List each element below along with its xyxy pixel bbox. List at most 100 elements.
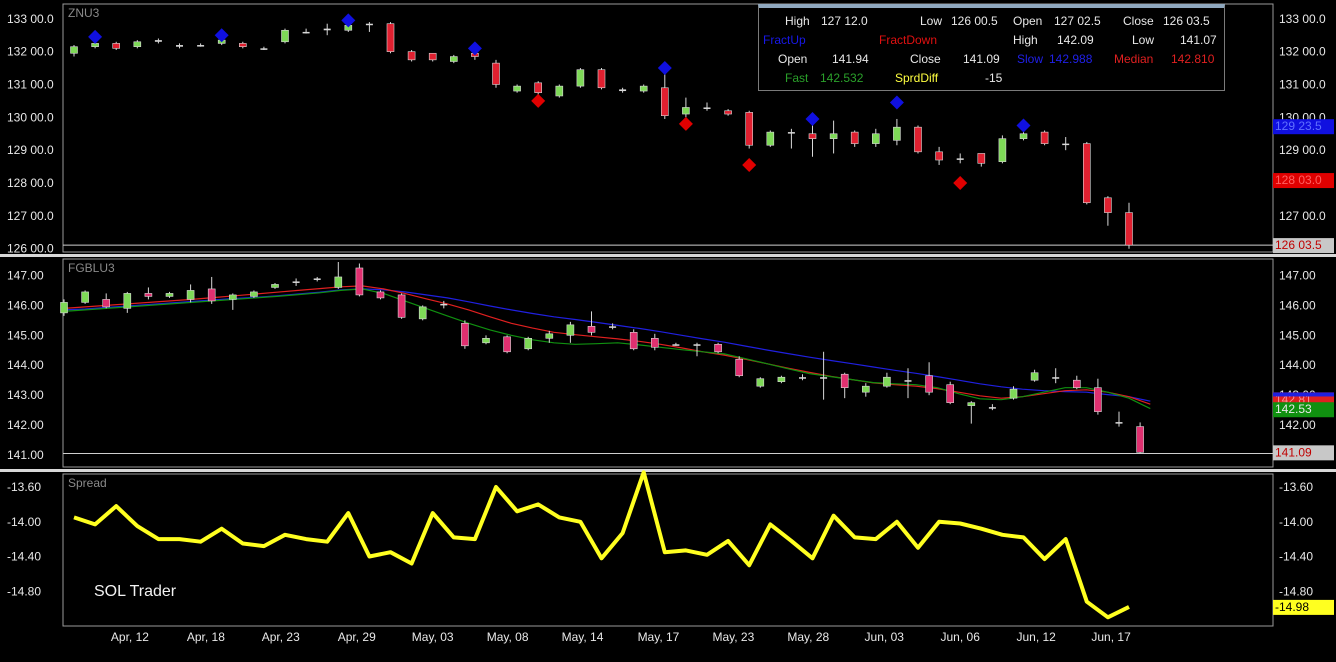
candle-body	[988, 407, 996, 409]
candle-body	[376, 291, 385, 299]
x-tick-label: May, 28	[787, 630, 829, 644]
y-tick-label: 133 00.0	[7, 12, 54, 26]
slow-label: Slow	[1017, 52, 1044, 66]
candle-body	[281, 29, 289, 43]
y-tick-label: -13.60	[7, 480, 41, 494]
candle-body	[302, 31, 310, 34]
candle-body	[428, 52, 437, 61]
close2-value: 141.09	[963, 52, 1000, 66]
candle-body	[714, 343, 722, 353]
candle-body	[1094, 387, 1102, 412]
y-tick-label: -14.00	[1279, 515, 1313, 529]
close-label: Close	[1123, 14, 1154, 28]
median-value: 142.810	[1171, 52, 1215, 66]
candle-body	[1083, 143, 1091, 204]
x-tick-label: Apr, 29	[338, 630, 376, 644]
price-badge	[1273, 599, 1334, 615]
candle-body	[566, 324, 575, 336]
candle-body	[449, 56, 458, 62]
panel-divider[interactable]	[0, 469, 1336, 472]
fractdown-legend: FractDown	[879, 33, 938, 47]
candle-body	[850, 131, 859, 144]
znu3-left-axis: 133 00.0 132 00.0 131 00.0 130 00.0 129 00.0…	[7, 12, 54, 256]
y-tick-label: -14.00	[7, 515, 41, 529]
fractup-marker	[467, 41, 482, 56]
candle-body	[154, 40, 162, 42]
y-tick-label: -14.80	[7, 584, 41, 598]
y-tick-label: -14.80	[1279, 584, 1313, 598]
y-tick-label: -13.60	[1279, 480, 1313, 494]
candle-body	[133, 41, 142, 48]
candle-body	[229, 294, 237, 300]
fractup-marker	[1016, 118, 1031, 133]
median-label: Median	[1114, 52, 1154, 66]
date-axis: Apr, 12 Apr, 18 Apr, 23 Apr, 29 May, 03 May, …	[111, 630, 1131, 644]
x-tick-label: Jun, 17	[1091, 630, 1131, 644]
open2-label: Open	[778, 52, 808, 66]
spread-left-axis: -13.60 -14.00 -14.40 -14.80	[7, 480, 41, 598]
open-value: 127 02.5	[1054, 14, 1101, 28]
x-tick-label: May, 17	[638, 630, 680, 644]
high2-value: 142.09	[1057, 33, 1094, 47]
candle-body	[365, 23, 373, 26]
fast-ma-line	[63, 288, 1151, 410]
candle-body	[81, 291, 89, 303]
candle-body	[861, 385, 870, 393]
x-tick-label: Apr, 18	[187, 630, 225, 644]
spread-line	[73, 470, 1130, 620]
fgblu3-left-axis: 147.00 146.00 145.00 144.00 143.00 142.00 141.…	[7, 268, 44, 462]
price-badge-label: 141.09	[1275, 445, 1312, 459]
slow-ma-line	[63, 288, 1151, 402]
fractdown-marker	[953, 176, 968, 191]
candle-body	[619, 89, 627, 92]
x-tick-label: May, 23	[712, 630, 754, 644]
candle-body	[207, 288, 216, 302]
slow-value: 142.988	[1049, 52, 1093, 66]
candle-body	[271, 284, 279, 288]
fgblu3-title: FGBLU3	[68, 261, 115, 275]
slow-badge	[1273, 392, 1334, 397]
candle-body	[1040, 131, 1049, 144]
fast-value: 142.532	[820, 71, 864, 85]
x-tick-label: Apr, 12	[111, 630, 149, 644]
high-label: High	[785, 14, 810, 28]
panel-divider[interactable]	[0, 254, 1336, 257]
candle-body	[1030, 372, 1039, 381]
candle-body	[703, 107, 711, 109]
candle-body	[355, 267, 364, 296]
fractdown-marker	[531, 93, 546, 108]
close2-label: Close	[910, 52, 941, 66]
candle-body	[123, 293, 132, 309]
open2-value: 141.94	[832, 52, 869, 66]
candle-body	[597, 69, 606, 89]
candle-body	[492, 62, 500, 85]
candle-body	[102, 299, 110, 308]
candle-body	[1136, 426, 1144, 453]
candle-body	[386, 23, 395, 52]
candle-body	[956, 158, 964, 160]
candle-body	[534, 82, 543, 93]
candle-body	[112, 43, 120, 49]
candle-body	[820, 377, 828, 379]
candle-body	[1019, 133, 1028, 139]
fractup-marker	[88, 29, 103, 44]
candle-body	[777, 376, 786, 383]
candle-body	[144, 293, 153, 297]
y-tick-label: 127 00.0	[1279, 209, 1326, 223]
candle-body	[1052, 377, 1060, 379]
spread-title: Spread	[68, 476, 107, 490]
price-badge	[1273, 445, 1334, 461]
y-tick-label: 127 00.0	[7, 209, 54, 223]
x-tick-label: May, 03	[412, 630, 454, 644]
candle-body	[165, 293, 174, 297]
brand-label: SOL Trader	[94, 583, 177, 600]
y-tick-label: 147.00	[7, 268, 44, 282]
candle-body	[1104, 197, 1112, 213]
price-badge-label: 128 03.0	[1275, 173, 1322, 187]
candle-body	[829, 133, 838, 139]
data-window: High 127 12.0 Low 126 00.5 Open 127 02.5…	[758, 4, 1225, 91]
fast-label: Fast	[785, 71, 809, 85]
y-tick-label: 142.00	[1279, 418, 1316, 432]
candle-body	[914, 126, 922, 153]
x-tick-label: May, 08	[487, 630, 529, 644]
